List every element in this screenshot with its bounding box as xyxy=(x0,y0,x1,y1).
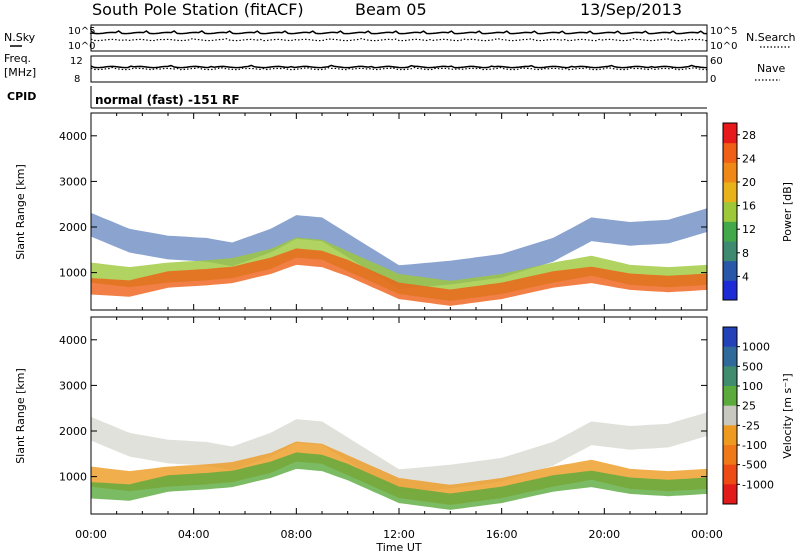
colorbar-tick-label: 8 xyxy=(742,247,749,260)
velocity-ylabel: Slant Range [km] xyxy=(14,368,27,464)
colorbar-segment xyxy=(723,346,737,367)
date-label: 13/Sep/2013 xyxy=(580,0,682,19)
noise-tick-left-high: 10^5 xyxy=(68,26,95,37)
echo-band-core xyxy=(91,248,707,306)
noise-panel: N.Sky 10^5 10^0 10^5 10^0 N.Search xyxy=(4,24,796,52)
freq-label: Freq. xyxy=(4,52,31,65)
velocity-colorbar-label: Velocity [m s⁻¹] xyxy=(781,373,794,458)
x-tick-label: 08:00 xyxy=(280,528,312,541)
colorbar-tick-label: -100 xyxy=(742,439,767,452)
x-tick-label: 20:00 xyxy=(588,528,620,541)
figure-title: South Pole Station (fitACF) xyxy=(92,0,304,19)
colorbar-segment xyxy=(723,182,737,203)
cpid-label: CPID xyxy=(7,90,36,103)
cpid-panel: CPID normal (fast) -151 RF xyxy=(7,86,707,109)
x-tick-label: 16:00 xyxy=(486,528,518,541)
velocity-panel: 1000 2000 3000 4000 Slant Range [km] 1000 50… xyxy=(14,316,794,515)
freq-trace xyxy=(90,64,708,69)
power-ylabel: Slant Range [km] xyxy=(14,164,27,260)
colorbar-segment xyxy=(723,142,737,163)
power-data xyxy=(91,208,707,306)
cpid-mode-text: normal (fast) -151 RF xyxy=(95,93,240,107)
nsearch-trace xyxy=(90,37,708,42)
colorbar-segment xyxy=(723,366,737,387)
beam-label: Beam 05 xyxy=(355,0,427,19)
colorbar-tick-label: 28 xyxy=(742,129,756,142)
x-tick-label: 00:00 xyxy=(75,528,107,541)
y-tick-label: 4000 xyxy=(59,334,87,347)
colorbar-segment xyxy=(723,201,737,222)
colorbar-frame xyxy=(722,326,738,505)
colorbar-tick-label: -25 xyxy=(742,419,760,432)
nave-tick-low: 0 xyxy=(710,74,716,85)
echo-band-far-scatter xyxy=(91,208,707,289)
colorbar-segment xyxy=(723,260,737,281)
y-tick-label: 2000 xyxy=(59,221,87,234)
power-panel: 1000 2000 3000 4000 Slant Range [km] 4 8 12 16… xyxy=(14,112,794,311)
y-tick-label: 3000 xyxy=(59,379,87,392)
velocity-colorbar: 1000 500 100 25 -25 -100 -500 -1000 xyxy=(722,326,774,505)
y-tick-label: 1000 xyxy=(59,471,87,484)
colorbar-segment xyxy=(723,445,737,466)
y-tick-label: 2000 xyxy=(59,425,87,438)
colorbar-segment xyxy=(723,484,737,505)
colorbar-tick-label: -500 xyxy=(742,459,767,472)
colorbar-segment xyxy=(723,280,737,301)
colorbar-segment xyxy=(723,123,737,144)
x-tick-label: 00:00 xyxy=(691,528,723,541)
colorbar-tick-label: 16 xyxy=(742,200,756,213)
velocity-data xyxy=(91,412,707,510)
colorbar-tick-label: -1000 xyxy=(742,478,774,491)
nsky-trace xyxy=(90,30,708,35)
freq-panel: Freq. [MHz] 12 8 60 0 Nave xyxy=(4,52,785,85)
power-axes: 1000 2000 3000 4000 xyxy=(59,113,708,310)
y-tick-label: 3000 xyxy=(59,175,87,188)
velocity-axes: 1000 2000 3000 4000 xyxy=(59,317,708,514)
power-colorbar-label: Power [dB] xyxy=(781,182,794,242)
freq-tick-low: 8 xyxy=(74,74,80,85)
echo-band-core xyxy=(91,452,707,510)
xaxis-label: Time UT xyxy=(375,541,421,554)
colorbar-tick-label: 100 xyxy=(742,380,763,393)
colorbar-tick-label: 20 xyxy=(742,176,756,189)
colorbar-tick-label: 25 xyxy=(742,400,756,413)
nsearch-label: N.Search xyxy=(746,31,796,44)
colorbar-segment xyxy=(723,464,737,485)
y-tick-label: 4000 xyxy=(59,130,87,143)
colorbar-tick-label: 24 xyxy=(742,152,756,165)
nsky-label: N.Sky xyxy=(4,31,36,44)
colorbar-tick-label: 500 xyxy=(742,360,763,373)
y-tick-label: 1000 xyxy=(59,267,87,280)
colorbar-segment xyxy=(723,425,737,446)
nave-label: Nave xyxy=(757,62,785,75)
colorbar-segment xyxy=(723,327,737,348)
noise-tick-left-low: 10^0 xyxy=(68,41,95,52)
freq-tick-high: 12 xyxy=(70,56,83,67)
x-tick-label: 04:00 xyxy=(178,528,210,541)
noise-tick-right-high: 10^5 xyxy=(710,26,737,37)
x-tick-label: 12:00 xyxy=(383,528,415,541)
power-colorbar: 4 8 12 16 20 24 28 xyxy=(722,122,756,301)
colorbar-segment xyxy=(723,241,737,262)
colorbar-tick-label: 1000 xyxy=(742,341,770,354)
colorbar-segment xyxy=(723,221,737,242)
colorbar-segment xyxy=(723,386,737,407)
colorbar-tick-label: 12 xyxy=(742,223,756,236)
time-axis: 00:00 04:00 08:00 12:00 16:00 20:00 00:00 xyxy=(75,528,723,541)
colorbar-frame xyxy=(722,122,738,301)
colorbar-segment xyxy=(723,405,737,426)
noise-tick-right-low: 10^0 xyxy=(710,41,737,52)
echo-band-far-scatter xyxy=(91,412,707,493)
nave-tick-high: 60 xyxy=(710,56,723,67)
colorbar-tick-label: 4 xyxy=(742,270,749,283)
colorbar-segment xyxy=(723,162,737,183)
freq-unit-label: [MHz] xyxy=(4,66,36,79)
